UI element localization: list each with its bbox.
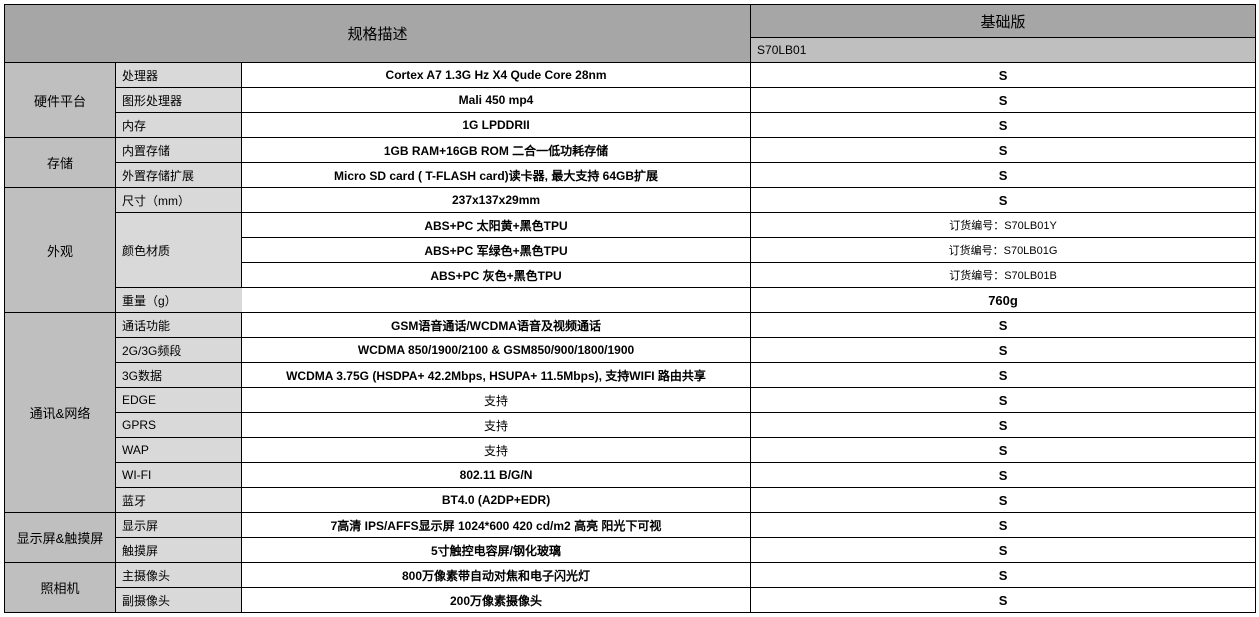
cat-hw: 硬件平台 xyxy=(5,63,116,138)
row-value: ABS+PC 军绿色+黑色TPU xyxy=(242,238,751,263)
row-label: WI-FI xyxy=(116,463,242,488)
row-value: 1G LPDDRII xyxy=(242,113,751,138)
row-label: GPRS xyxy=(116,413,242,438)
row-label: 图形处理器 xyxy=(116,88,242,113)
table-row: GPRS 支持 S xyxy=(5,413,1256,438)
table-row: 2G/3G频段 WCDMA 850/1900/2100 & GSM850/900… xyxy=(5,338,1256,363)
row-label: 通话功能 xyxy=(116,313,242,338)
row-label: 内存 xyxy=(116,113,242,138)
spec-table: 规格描述 基础版 S70LB01 硬件平台 处理器 Cortex A7 1.3G… xyxy=(4,4,1256,613)
row-label: 蓝牙 xyxy=(116,488,242,513)
row-label: EDGE xyxy=(116,388,242,413)
row-label: 重量（g） xyxy=(116,288,242,313)
table-row: 内存 1G LPDDRII S xyxy=(5,113,1256,138)
row-result: S xyxy=(751,138,1256,163)
row-result: S xyxy=(751,188,1256,213)
table-row: 副摄像头 200万像素摄像头 S xyxy=(5,588,1256,613)
row-result: S xyxy=(751,413,1256,438)
table-row: EDGE 支持 S xyxy=(5,388,1256,413)
row-value: 800万像素带自动对焦和电子闪光灯 xyxy=(242,563,751,588)
table-row: 重量（g） 760g xyxy=(5,288,1256,313)
row-result: S xyxy=(751,538,1256,563)
row-value: Mali 450 mp4 xyxy=(242,88,751,113)
row-result: S xyxy=(751,338,1256,363)
header-spec: 规格描述 xyxy=(5,5,751,63)
row-label: 副摄像头 xyxy=(116,588,242,613)
row-result: S xyxy=(751,363,1256,388)
row-result: S xyxy=(751,313,1256,338)
row-label: 3G数据 xyxy=(116,363,242,388)
order-code: 订货编号：S70LB01B xyxy=(751,263,1256,288)
row-result: S xyxy=(751,563,1256,588)
row-label: 内置存储 xyxy=(116,138,242,163)
model-code: S70LB01 xyxy=(751,38,1256,63)
row-value: WCDMA 850/1900/2100 & GSM850/900/1800/19… xyxy=(242,338,751,363)
row-result: S xyxy=(751,63,1256,88)
row-label: 处理器 xyxy=(116,63,242,88)
row-result: 760g xyxy=(751,288,1256,313)
table-row: 外观 尺寸（mm） 237x137x29mm S xyxy=(5,188,1256,213)
header-row: 规格描述 基础版 xyxy=(5,5,1256,38)
table-row: 显示屏&触摸屏 显示屏 7高清 IPS/AFFS显示屏 1024*600 420… xyxy=(5,513,1256,538)
cat-storage: 存储 xyxy=(5,138,116,188)
row-label: 颜色材质 xyxy=(116,213,242,288)
row-result: S xyxy=(751,88,1256,113)
row-value: 200万像素摄像头 xyxy=(242,588,751,613)
row-value: WCDMA 3.75G (HSDPA+ 42.2Mbps, HSUPA+ 11.… xyxy=(242,363,751,388)
order-code: 订货编号：S70LB01Y xyxy=(751,213,1256,238)
row-result: S xyxy=(751,463,1256,488)
row-value: 802.11 B/G/N xyxy=(242,463,751,488)
row-value: Micro SD card ( T-FLASH card)读卡器, 最大支持 6… xyxy=(242,163,751,188)
row-result: S xyxy=(751,488,1256,513)
row-result: S xyxy=(751,588,1256,613)
table-row: 触摸屏 5寸触控电容屏/钢化玻璃 S xyxy=(5,538,1256,563)
table-row: 硬件平台 处理器 Cortex A7 1.3G Hz X4 Qude Core … xyxy=(5,63,1256,88)
row-result: S xyxy=(751,438,1256,463)
row-label: 尺寸（mm） xyxy=(116,188,242,213)
cat-disp: 显示屏&触摸屏 xyxy=(5,513,116,563)
row-result: S xyxy=(751,163,1256,188)
header-base: 基础版 xyxy=(751,5,1256,38)
table-row: 图形处理器 Mali 450 mp4 S xyxy=(5,88,1256,113)
row-value: 237x137x29mm xyxy=(242,188,751,213)
row-label: 主摄像头 xyxy=(116,563,242,588)
row-value: ABS+PC 太阳黄+黑色TPU xyxy=(242,213,751,238)
row-value: BT4.0 (A2DP+EDR) xyxy=(242,488,751,513)
row-value: 7高清 IPS/AFFS显示屏 1024*600 420 cd/m2 高亮 阳光… xyxy=(242,513,751,538)
row-value: 5寸触控电容屏/钢化玻璃 xyxy=(242,538,751,563)
row-value: 支持 xyxy=(242,388,751,413)
table-row: 通讯&网络 通话功能 GSM语音通话/WCDMA语音及视频通话 S xyxy=(5,313,1256,338)
table-row: 3G数据 WCDMA 3.75G (HSDPA+ 42.2Mbps, HSUPA… xyxy=(5,363,1256,388)
table-row: WI-FI 802.11 B/G/N S xyxy=(5,463,1256,488)
row-value xyxy=(242,288,751,313)
cat-cam: 照相机 xyxy=(5,563,116,613)
row-label: WAP xyxy=(116,438,242,463)
row-value: ABS+PC 灰色+黑色TPU xyxy=(242,263,751,288)
row-value: 1GB RAM+16GB ROM 二合一低功耗存储 xyxy=(242,138,751,163)
cat-net: 通讯&网络 xyxy=(5,313,116,513)
row-label: 2G/3G频段 xyxy=(116,338,242,363)
table-row: 外置存储扩展 Micro SD card ( T-FLASH card)读卡器,… xyxy=(5,163,1256,188)
row-value: 支持 xyxy=(242,438,751,463)
row-value: Cortex A7 1.3G Hz X4 Qude Core 28nm xyxy=(242,63,751,88)
cat-look: 外观 xyxy=(5,188,116,313)
row-value: GSM语音通话/WCDMA语音及视频通话 xyxy=(242,313,751,338)
row-value: 支持 xyxy=(242,413,751,438)
row-label: 外置存储扩展 xyxy=(116,163,242,188)
table-row: 蓝牙 BT4.0 (A2DP+EDR) S xyxy=(5,488,1256,513)
row-result: S xyxy=(751,388,1256,413)
table-row: WAP 支持 S xyxy=(5,438,1256,463)
row-result: S xyxy=(751,513,1256,538)
row-result: S xyxy=(751,113,1256,138)
order-code: 订货编号：S70LB01G xyxy=(751,238,1256,263)
table-row: 存储 内置存储 1GB RAM+16GB ROM 二合一低功耗存储 S xyxy=(5,138,1256,163)
table-row: 照相机 主摄像头 800万像素带自动对焦和电子闪光灯 S xyxy=(5,563,1256,588)
row-label: 触摸屏 xyxy=(116,538,242,563)
row-label: 显示屏 xyxy=(116,513,242,538)
table-row: 颜色材质 ABS+PC 太阳黄+黑色TPU 订货编号：S70LB01Y xyxy=(5,213,1256,238)
